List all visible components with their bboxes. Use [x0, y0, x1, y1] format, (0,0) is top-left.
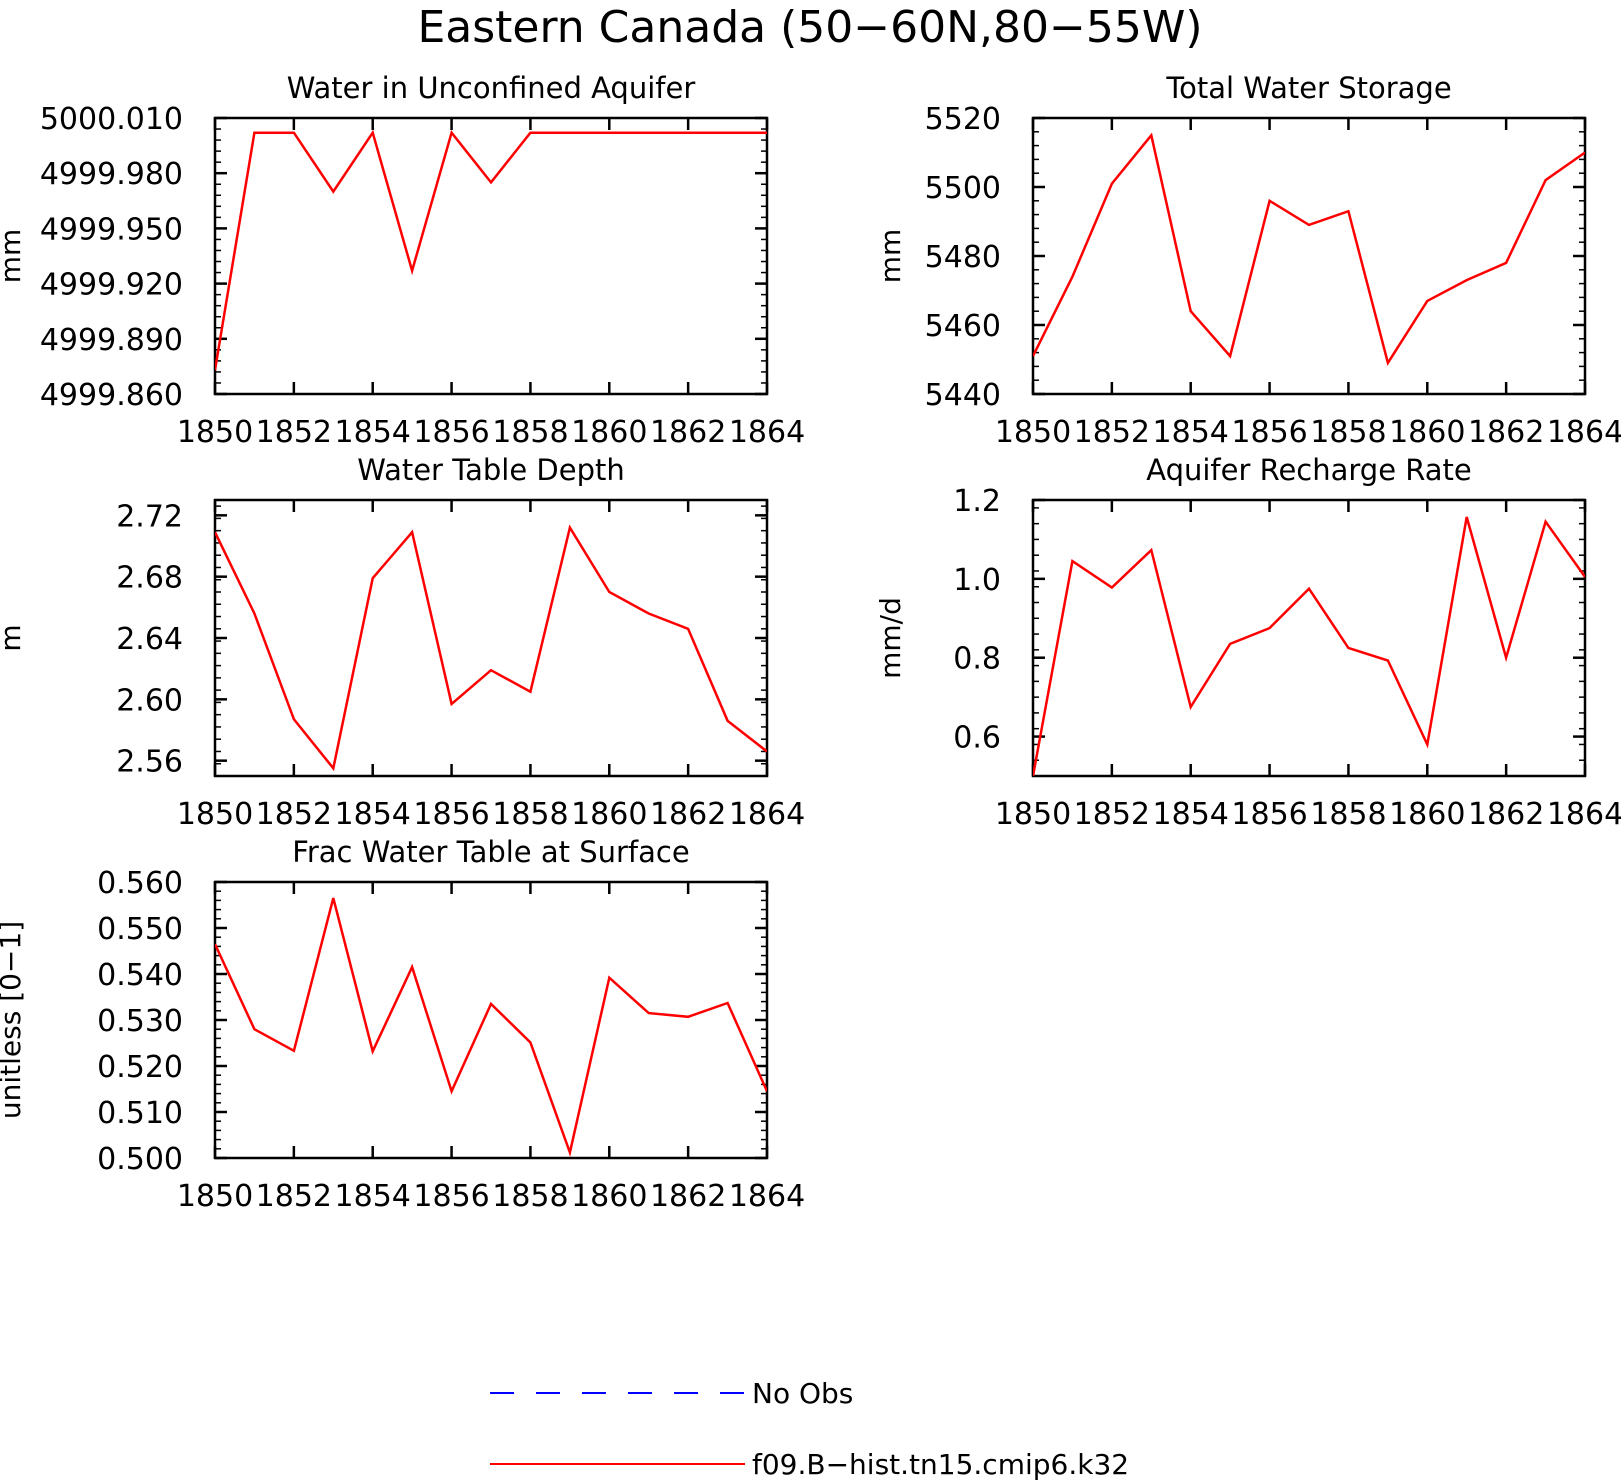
panels: Water in Unconfined Aquifer mm 4999.860 499…	[0, 71, 1621, 1214]
x-tick-label: 1852	[256, 1179, 332, 1214]
y-tick-label: 0.530	[97, 1004, 183, 1039]
y-tick-label: 0.510	[97, 1096, 183, 1131]
plot-frame	[213, 880, 769, 1160]
x-tick-label: 1854	[1153, 415, 1229, 450]
series-line	[1033, 516, 1585, 776]
x-tick-label: 1856	[413, 1179, 489, 1214]
y-tick-label: 5520	[925, 102, 1001, 137]
x-tick-label: 1850	[177, 1179, 253, 1214]
y-tick-label: 2.72	[116, 499, 183, 534]
x-tick-label: 1860	[1389, 415, 1465, 450]
y-tick-label: 2.68	[116, 561, 183, 596]
x-tick-label: 1858	[492, 797, 568, 832]
y-tick-label: 5440	[925, 378, 1001, 413]
panel-title: Aquifer Recharge Rate	[1146, 453, 1472, 487]
panel-title: Water in Unconfined Aquifer	[287, 71, 696, 105]
y-tick-label: 5500	[925, 171, 1001, 206]
x-tick-label: 1856	[1231, 415, 1307, 450]
legend: No Obs f09.B−hist.tn15.cmip6.k32	[490, 1377, 1129, 1480]
series-line	[215, 897, 767, 1157]
panel-4: Aquifer Recharge Rate mm/d 0.6 0.8 1.0 1.2 185…	[874, 453, 1621, 832]
y-tick-label: 2.60	[116, 683, 183, 718]
plot-frame	[213, 498, 769, 778]
y-tick-label: 0.540	[97, 958, 183, 993]
y-axis-label: mm	[874, 229, 907, 284]
plot-frame	[1031, 498, 1587, 778]
x-tick-label: 1850	[177, 415, 253, 450]
panel-title: Water Table Depth	[357, 453, 625, 487]
x-tick-label: 1856	[1231, 797, 1307, 832]
panel-2: Total Water Storage mm 5440 5460 5480 5500 552…	[874, 71, 1621, 450]
x-tick-label: 1854	[1153, 797, 1229, 832]
panel-3: Water Table Depth m 2.56 2.60 2.64 2.68 2.72 18…	[0, 453, 805, 832]
y-tick-label: 0.6	[953, 721, 1001, 756]
x-tick-label: 1860	[1389, 797, 1465, 832]
x-tick-label: 1852	[1074, 797, 1150, 832]
y-tick-label: 1.0	[953, 563, 1001, 598]
y-tick-label: 5480	[925, 240, 1001, 275]
x-tick-label: 1864	[729, 1179, 805, 1214]
x-tick-label: 1862	[650, 415, 726, 450]
y-tick-label: 0.500	[97, 1142, 183, 1177]
x-tick-label: 1860	[571, 797, 647, 832]
x-tick-label: 1856	[413, 797, 489, 832]
y-tick-label: 0.560	[97, 866, 183, 901]
y-tick-label: 0.550	[97, 912, 183, 947]
x-tick-label: 1854	[335, 1179, 411, 1214]
y-tick-label: 2.56	[116, 745, 183, 780]
x-tick-label: 1854	[335, 797, 411, 832]
x-tick-label: 1852	[256, 415, 332, 450]
y-tick-label: 1.2	[953, 484, 1001, 519]
panel-title: Total Water Storage	[1165, 71, 1451, 105]
panel-title: Frac Water Table at Surface	[292, 835, 689, 869]
panel-1: Water in Unconfined Aquifer mm 4999.860 499…	[0, 71, 805, 450]
y-tick-label: 4999.890	[40, 323, 183, 358]
plot-frame	[1031, 116, 1587, 396]
x-tick-label: 1852	[256, 797, 332, 832]
y-tick-label: 5460	[925, 309, 1001, 344]
x-tick-label: 1850	[995, 797, 1071, 832]
x-tick-label: 1856	[413, 415, 489, 450]
y-axis-label: unitless [0−1]	[0, 921, 27, 1119]
y-tick-label: 5000.010	[40, 102, 183, 137]
y-axis-label: m	[0, 624, 27, 651]
panel-5: Frac Water Table at Surface unitless [0−1…	[0, 835, 805, 1214]
series-line	[1033, 132, 1585, 366]
x-tick-label: 1860	[571, 415, 647, 450]
series-line	[215, 524, 767, 772]
legend-label: No Obs	[752, 1377, 853, 1410]
x-tick-label: 1864	[1547, 797, 1621, 832]
x-tick-label: 1864	[729, 797, 805, 832]
x-tick-label: 1852	[1074, 415, 1150, 450]
y-tick-label: 0.8	[953, 642, 1001, 677]
x-tick-label: 1862	[1468, 415, 1544, 450]
x-tick-label: 1860	[571, 1179, 647, 1214]
series-line	[215, 129, 767, 371]
x-tick-label: 1858	[492, 415, 568, 450]
y-tick-label: 2.64	[116, 622, 183, 657]
x-tick-label: 1854	[335, 415, 411, 450]
y-axis-label: mm	[0, 229, 27, 284]
x-tick-label: 1864	[729, 415, 805, 450]
y-tick-label: 0.520	[97, 1050, 183, 1085]
figure-title: Eastern Canada (50−60N,80−55W)	[417, 2, 1202, 53]
x-tick-label: 1858	[1310, 415, 1386, 450]
y-tick-label: 4999.920	[40, 268, 183, 303]
y-axis-label: mm/d	[874, 597, 907, 679]
y-tick-label: 4999.980	[40, 157, 183, 192]
x-tick-label: 1858	[1310, 797, 1386, 832]
x-tick-label: 1850	[995, 415, 1071, 450]
x-tick-label: 1864	[1547, 415, 1621, 450]
x-tick-label: 1858	[492, 1179, 568, 1214]
y-tick-label: 4999.950	[40, 212, 183, 247]
x-tick-label: 1862	[650, 1179, 726, 1214]
plot-frame	[213, 116, 769, 396]
legend-label: f09.B−hist.tn15.cmip6.k32	[752, 1448, 1129, 1480]
x-tick-label: 1862	[650, 797, 726, 832]
y-tick-label: 4999.860	[40, 378, 183, 413]
x-tick-label: 1850	[177, 797, 253, 832]
x-tick-label: 1862	[1468, 797, 1544, 832]
